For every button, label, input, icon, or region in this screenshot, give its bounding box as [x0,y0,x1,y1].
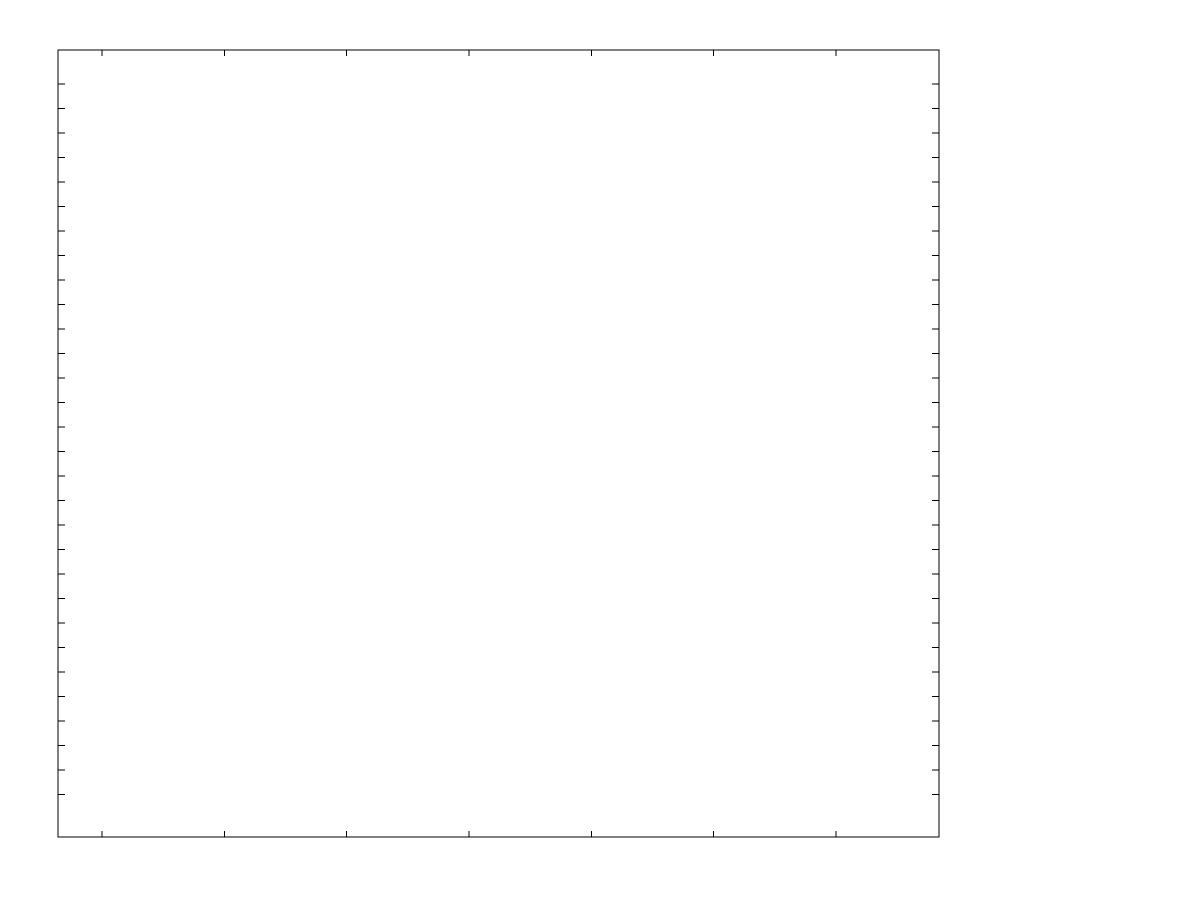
plot-border [57,49,940,838]
